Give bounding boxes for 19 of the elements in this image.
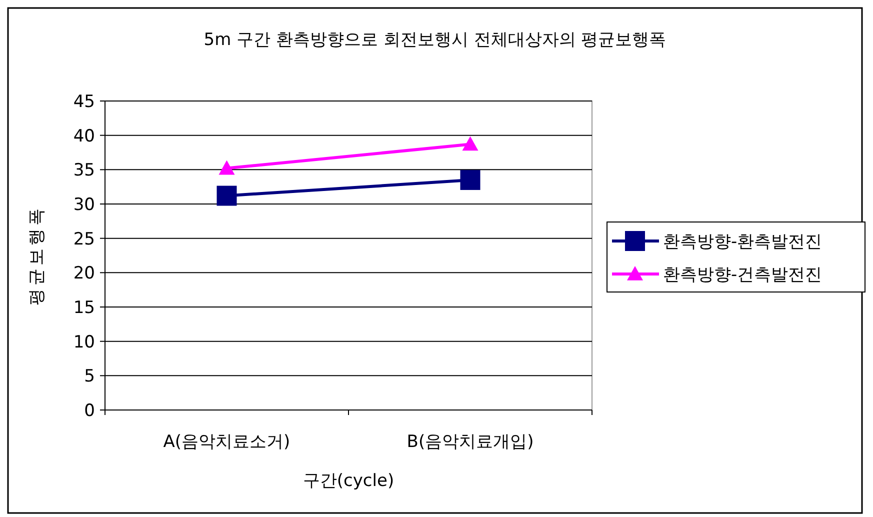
x-axis-title: 구간(cycle) [302, 471, 394, 491]
y-tick-label: 5 [84, 366, 95, 387]
point [460, 170, 480, 190]
legend-label: 환측방향-건측발전진 [663, 264, 822, 285]
y-tick-label: 40 [73, 126, 95, 146]
y-tick-label: 10 [73, 332, 95, 352]
y-tick-label: 0 [84, 400, 95, 421]
y-tick-label: 20 [73, 264, 95, 284]
y-tick-label: 30 [73, 194, 95, 215]
chart-title: 5m 구간 환측방향으로 회전보행시 전체대상자의 평균보행폭 [204, 30, 666, 50]
x-tick-label: B(음악치료개입) [406, 432, 534, 452]
y-tick-label: 45 [73, 92, 95, 112]
y-axis-title: 평균보행폭 [27, 206, 47, 306]
point [216, 186, 237, 206]
x-tick-label: A(음악치료소거) [163, 432, 290, 452]
y-tick-label: 15 [73, 298, 95, 318]
y-tick-label: 35 [73, 160, 95, 181]
legend-label: 환측방향-환측발전진 [663, 232, 822, 252]
y-tick-label: 25 [73, 229, 95, 250]
